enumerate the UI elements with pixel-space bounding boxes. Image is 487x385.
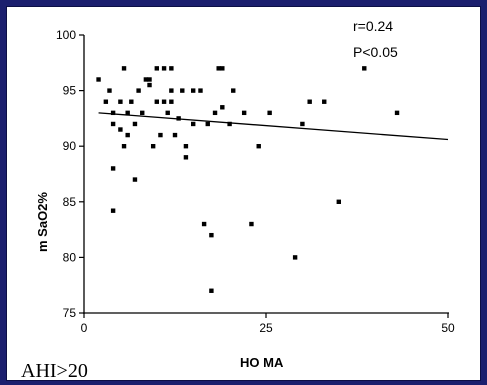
tick-marks: [79, 34, 449, 318]
data-point: [140, 110, 145, 116]
data-point: [180, 88, 185, 93]
data-point: [183, 144, 189, 149]
data-points: [96, 66, 400, 293]
chart-frame: 75 80 85 90 95 100 0 25 50 r=0.24 P<0.05 HO MA m…: [6, 6, 481, 381]
data-point: [161, 66, 167, 71]
y-tick-label: 75: [63, 306, 77, 320]
data-point: [110, 166, 116, 171]
data-point: [110, 110, 116, 116]
data-point: [129, 99, 134, 104]
data-point: [256, 144, 261, 149]
data-point: [394, 110, 400, 116]
data-point: [132, 121, 138, 127]
data-point: [103, 99, 109, 104]
x-tick-label: 0: [81, 321, 88, 335]
data-point: [322, 99, 327, 104]
data-point: [307, 99, 312, 104]
data-point: [209, 232, 214, 238]
data-point: [169, 88, 174, 93]
data-point: [172, 132, 178, 138]
data-point: [201, 221, 207, 227]
data-point: [212, 110, 218, 116]
data-point: [150, 144, 156, 149]
data-point: [110, 208, 116, 213]
data-point: [191, 88, 196, 93]
y-tick-label: 85: [63, 195, 77, 209]
data-point: [198, 88, 203, 93]
regression-line: [98, 112, 449, 141]
data-point: [143, 77, 149, 82]
data-point: [220, 105, 225, 110]
data-point: [132, 177, 138, 182]
data-point: [165, 110, 170, 116]
x-tick-label: 25: [259, 321, 273, 335]
data-point: [121, 66, 127, 71]
data-point: [292, 255, 298, 260]
data-point: [147, 77, 152, 82]
y-tick-label: 80: [63, 250, 77, 264]
data-point: [336, 199, 341, 204]
data-point: [158, 132, 163, 138]
data-point: [147, 82, 152, 88]
data-point: [231, 88, 236, 93]
data-point: [205, 121, 210, 127]
data-point: [191, 121, 196, 127]
data-point: [241, 110, 247, 116]
panel-label: AHI>20: [21, 360, 88, 380]
data-point: [125, 132, 130, 138]
p-value: P<0.05: [353, 44, 398, 60]
data-point: [362, 66, 367, 71]
data-point: [169, 66, 174, 71]
data-point: [169, 99, 174, 104]
x-axis-title: HO MA: [240, 355, 284, 370]
data-point: [267, 110, 272, 116]
data-point: [216, 66, 221, 71]
y-tick-label: 95: [63, 84, 77, 98]
data-point: [121, 144, 127, 149]
y-tick-label: 90: [63, 139, 77, 153]
y-tick-label: 100: [56, 28, 76, 42]
data-point: [161, 99, 167, 104]
data-point: [96, 77, 101, 82]
data-point: [154, 66, 159, 71]
y-axis-title: m SaO2%: [35, 192, 50, 252]
data-point: [107, 88, 112, 93]
data-point: [300, 121, 305, 127]
x-tick-label: 50: [441, 321, 455, 335]
axes: [83, 35, 449, 314]
data-point: [118, 127, 123, 132]
data-point: [118, 99, 123, 104]
data-point: [136, 88, 141, 93]
data-point: [183, 155, 189, 160]
data-point: [154, 99, 159, 104]
data-point: [125, 110, 130, 116]
data-point: [227, 121, 232, 127]
data-point: [220, 66, 225, 71]
scatter-chart: 75 80 85 90 95 100 0 25 50 r=0.24 P<0.05 HO MA m…: [21, 18, 455, 380]
data-point: [110, 121, 116, 127]
data-point: [209, 288, 214, 293]
data-point: [249, 221, 254, 227]
data-point: [176, 116, 181, 121]
tick-labels: 75 80 85 90 95 100 0 25 50: [56, 28, 455, 335]
correlation-r: r=0.24: [353, 18, 393, 34]
